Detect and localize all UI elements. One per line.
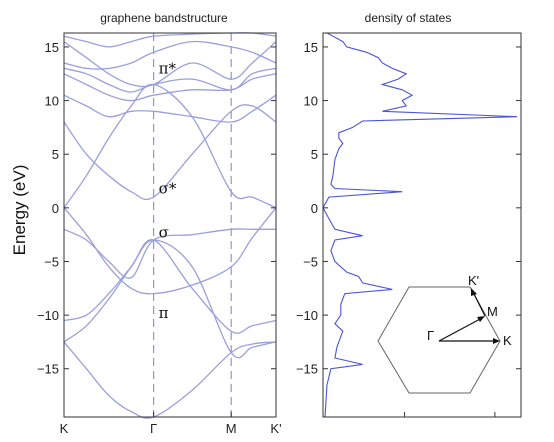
band-line-1 xyxy=(63,207,277,295)
band-ytick-tick-label: 5 xyxy=(52,147,59,162)
kpoint-label: K xyxy=(60,421,69,436)
band-ytick-tick-label: 10 xyxy=(45,94,59,109)
kpoint-label: Γ xyxy=(150,421,157,436)
band-ytick-tick-label: 15 xyxy=(45,40,59,55)
band-line-9 xyxy=(63,73,277,102)
kpoint-label: K' xyxy=(270,421,281,436)
dos-title: density of states xyxy=(365,11,452,25)
m-kprime-arrow xyxy=(472,291,486,317)
dos-line xyxy=(322,32,518,418)
dos-ytick-tick-label: −15 xyxy=(296,362,318,377)
bandstructure-title: graphene bandstructure xyxy=(100,11,228,25)
band-labels: π* σ* σ π xyxy=(159,59,177,322)
dos-curve xyxy=(322,32,518,418)
dos-ytick-tick-label: 15 xyxy=(304,40,318,55)
band-label: π* xyxy=(159,59,177,77)
band-line-7 xyxy=(63,104,277,201)
gamma-m-arrow xyxy=(438,317,483,342)
band-line-6 xyxy=(63,228,276,279)
band-line-5 xyxy=(63,239,277,334)
band-label: σ* xyxy=(159,180,177,198)
dos-ytick-tick-label: −5 xyxy=(303,254,318,269)
y-axis-label: Energy (eV) xyxy=(10,165,29,256)
band-lines xyxy=(63,32,277,419)
band-ytick-tick-label: −15 xyxy=(37,362,59,377)
band-label: π xyxy=(159,304,169,322)
bandstructure-frame xyxy=(63,32,277,418)
brillouin-zone-inset: K' M Γ K xyxy=(377,273,512,394)
dos-ytick-tick-label: 10 xyxy=(304,94,318,109)
band-ytick-tick-label: −5 xyxy=(44,254,59,269)
m-kprime-arrowhead xyxy=(471,288,477,296)
gamma-m-arrowhead xyxy=(477,316,485,322)
inset-label-m: M xyxy=(487,304,498,319)
band-ytick-tick-label: 0 xyxy=(52,201,59,216)
dos-frame xyxy=(322,32,522,418)
brillouin-zone-hexagon xyxy=(377,286,501,394)
band-label: σ xyxy=(159,224,169,242)
band-line-12 xyxy=(63,40,277,70)
bandstructure-yticks: −15 −10 −5 0 5 10 15 xyxy=(37,40,276,377)
kpoint-ticks: K Γ M K' xyxy=(60,412,282,436)
gamma-k-arrowhead xyxy=(493,338,500,344)
band-line-8 xyxy=(63,94,277,123)
dos-ytick-tick-label: −10 xyxy=(296,308,318,323)
inset-label-k: K xyxy=(503,333,512,348)
dos-ytick-tick-label: 5 xyxy=(311,147,318,162)
dos-xticks xyxy=(404,412,496,417)
kpoint-label: M xyxy=(226,421,237,436)
inset-label-gamma: Γ xyxy=(427,328,434,343)
dos-yticks: −15 −10 −5 0 5 10 15 xyxy=(296,40,521,377)
inset-label-kprime: K' xyxy=(468,273,479,288)
band-line-13 xyxy=(63,32,277,48)
band-ytick-tick-label: −10 xyxy=(37,308,59,323)
band-line-11 xyxy=(63,41,277,88)
dos-ytick-tick-label: 0 xyxy=(311,201,318,216)
